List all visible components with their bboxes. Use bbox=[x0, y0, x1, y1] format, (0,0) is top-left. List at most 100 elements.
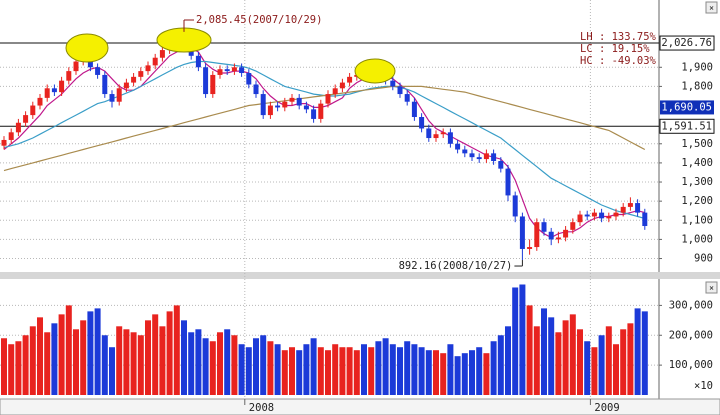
candle-body bbox=[476, 157, 482, 160]
y-tick-label: 1,300 bbox=[681, 176, 713, 188]
volume-bar bbox=[281, 350, 288, 395]
candle-body bbox=[145, 65, 151, 72]
volume-bar bbox=[433, 350, 439, 395]
panel-button-icon: × bbox=[709, 4, 714, 13]
candle-body bbox=[483, 153, 489, 160]
volume-bar bbox=[440, 353, 447, 395]
volume-bar bbox=[245, 347, 252, 395]
panel-button[interactable] bbox=[705, 281, 718, 294]
candle-body bbox=[109, 94, 115, 102]
candle-body bbox=[30, 105, 36, 116]
volume-bar bbox=[202, 338, 209, 395]
volume-bar bbox=[569, 314, 576, 395]
volume-bar bbox=[310, 338, 317, 395]
volume-bar bbox=[317, 347, 324, 395]
candle-body bbox=[462, 149, 468, 154]
panel-button[interactable] bbox=[705, 1, 718, 14]
stat-line: HC : -49.03% bbox=[580, 55, 657, 67]
volume-bar bbox=[51, 323, 58, 395]
reference-label-box bbox=[659, 118, 715, 134]
volume-bar bbox=[339, 347, 346, 395]
candle-body bbox=[95, 67, 101, 75]
volume-bar bbox=[418, 347, 425, 395]
volume-bar bbox=[73, 329, 79, 395]
volume-bar bbox=[37, 317, 43, 395]
candle-body bbox=[8, 132, 14, 140]
candle-body bbox=[491, 153, 497, 161]
candle-body bbox=[411, 101, 417, 118]
volume-bar bbox=[404, 341, 411, 395]
volume-bar bbox=[166, 311, 173, 395]
volume-bar bbox=[209, 341, 216, 395]
volume-bar bbox=[555, 332, 562, 395]
candle-body bbox=[570, 222, 576, 230]
candle-body bbox=[296, 97, 302, 106]
candle-body bbox=[426, 128, 432, 139]
volume-bar bbox=[519, 284, 526, 395]
volume-bar bbox=[8, 344, 15, 395]
volume-bar bbox=[469, 350, 475, 395]
candle-body bbox=[318, 103, 324, 119]
highlight-ellipse bbox=[354, 58, 396, 84]
volume-bar bbox=[353, 350, 360, 395]
volume-bar bbox=[238, 344, 245, 395]
volume-bar bbox=[577, 329, 583, 395]
candle-body bbox=[397, 86, 403, 95]
candle-body bbox=[159, 50, 165, 58]
volume-bar bbox=[533, 326, 540, 395]
candle-body bbox=[275, 105, 281, 108]
y-tick-label: 300,000 bbox=[669, 299, 713, 311]
candle-body bbox=[455, 143, 461, 150]
volume-bar bbox=[526, 305, 533, 395]
candle-body bbox=[512, 195, 518, 217]
candle-body bbox=[23, 115, 29, 123]
volume-bar bbox=[541, 308, 547, 395]
volume-bar bbox=[605, 326, 612, 395]
price-marker-box bbox=[660, 100, 714, 115]
candle-body bbox=[217, 69, 223, 75]
candle-body bbox=[260, 94, 266, 116]
volume-bar bbox=[22, 335, 29, 395]
candle-body bbox=[246, 73, 252, 85]
candle-body bbox=[59, 80, 65, 93]
volume-bar bbox=[195, 329, 202, 395]
volume-bar bbox=[289, 347, 295, 395]
candle-body bbox=[195, 55, 201, 68]
volume-bar bbox=[368, 347, 375, 395]
candle-body bbox=[239, 67, 245, 74]
volume-bar bbox=[109, 347, 115, 395]
volume-bar bbox=[483, 353, 490, 395]
x-tick-label: 2008 bbox=[249, 402, 274, 414]
candle-body bbox=[469, 153, 475, 158]
volume-bar bbox=[512, 287, 519, 395]
volume-bar bbox=[634, 308, 641, 395]
candle-body bbox=[347, 76, 353, 83]
volume-bar bbox=[447, 344, 454, 395]
volume-bar bbox=[476, 347, 483, 395]
volume-bar bbox=[253, 338, 259, 395]
candle-body bbox=[203, 67, 209, 95]
stat-line: LH : 133.75% bbox=[580, 31, 657, 43]
y-tick-label: 900 bbox=[694, 253, 713, 265]
volume-bar bbox=[505, 326, 511, 395]
x-tick-label: 2009 bbox=[594, 402, 619, 414]
volume-bar bbox=[260, 335, 267, 395]
volume-bar bbox=[389, 344, 396, 395]
panel-separator bbox=[0, 272, 720, 279]
candle-body bbox=[548, 231, 554, 240]
volume-bar bbox=[58, 314, 65, 395]
candle-body bbox=[613, 212, 619, 217]
candle-body bbox=[563, 229, 569, 238]
candle-body bbox=[505, 168, 511, 196]
candle-body bbox=[1, 139, 7, 146]
candle-body bbox=[620, 206, 626, 213]
y-tick-label: 1,900 bbox=[681, 61, 713, 73]
volume-bar bbox=[116, 326, 123, 395]
volume-bar bbox=[411, 344, 418, 395]
candle-body bbox=[210, 74, 216, 95]
volume-bar bbox=[224, 329, 231, 395]
candle-body bbox=[534, 222, 540, 248]
volume-bar bbox=[29, 326, 36, 395]
candle-body bbox=[152, 57, 158, 66]
candle-body bbox=[267, 105, 273, 116]
